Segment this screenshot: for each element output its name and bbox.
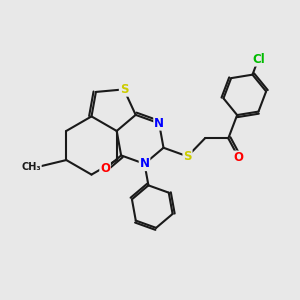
Text: CH₃: CH₃ (21, 162, 41, 172)
Text: O: O (234, 152, 244, 164)
Text: S: S (183, 150, 192, 163)
Text: S: S (120, 83, 128, 96)
Text: N: N (154, 117, 164, 130)
Text: O: O (100, 163, 110, 176)
Text: Cl: Cl (252, 53, 265, 66)
Text: N: N (140, 157, 149, 170)
